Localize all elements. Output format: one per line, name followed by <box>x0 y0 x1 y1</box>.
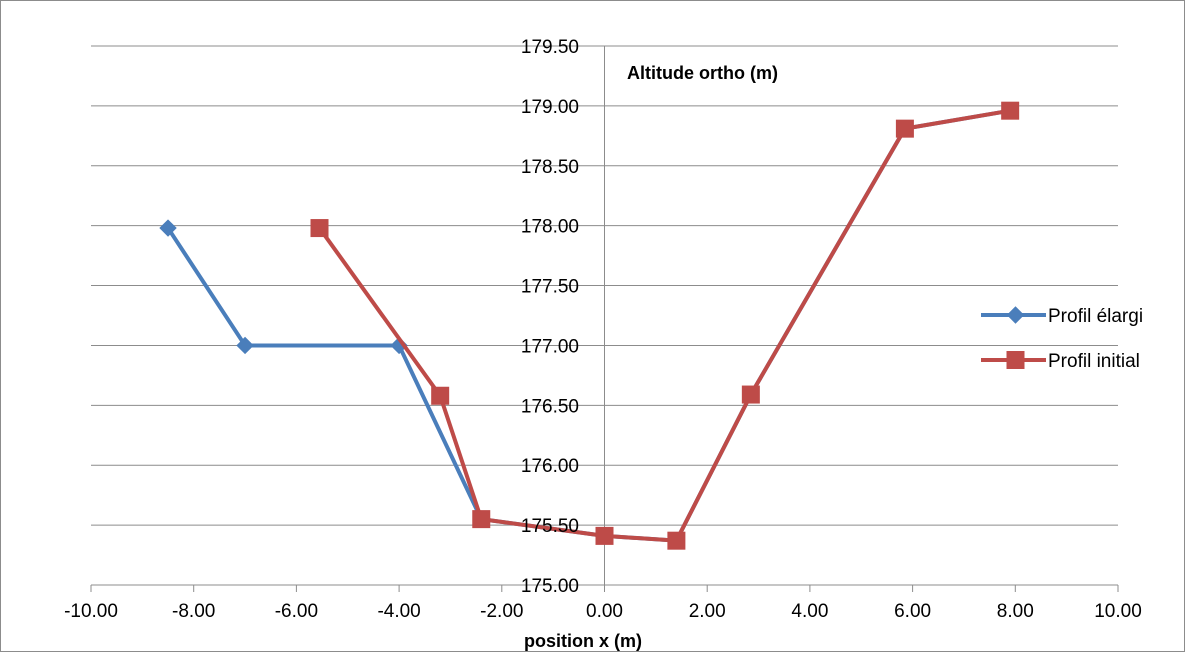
x-tick-label: -10.00 <box>64 601 118 622</box>
series-line <box>166 108 1011 543</box>
series <box>159 101 1020 550</box>
series-2 <box>310 101 1020 550</box>
y-tick-label: 179.00 <box>521 97 579 118</box>
series-1 <box>159 101 1019 550</box>
x-tick-label: -6.00 <box>275 601 318 622</box>
legend-marker <box>1006 351 1025 369</box>
y-tick-label: 175.50 <box>521 516 579 537</box>
y-tick-label: 178.00 <box>521 217 579 238</box>
x-tick-label: 0.00 <box>586 601 623 622</box>
series-line <box>317 108 1011 543</box>
x-tick-label: 8.00 <box>997 601 1034 622</box>
data-point <box>236 336 254 355</box>
legend-marker <box>1006 306 1025 324</box>
y-tick-label: 177.00 <box>521 336 579 357</box>
y-tick-label: 175.00 <box>521 576 579 597</box>
y-tick-label: 178.50 <box>521 157 579 178</box>
legend: Profil élargi Profil initial <box>981 306 1143 372</box>
x-axis-title: position x (m) <box>524 631 642 651</box>
y-axis-title: Altitude ortho (m) <box>627 63 778 83</box>
data-point <box>1001 101 1020 120</box>
data-point <box>741 385 760 404</box>
y-tick-label: 179.50 <box>521 37 579 58</box>
data-point <box>310 219 329 238</box>
x-tick-label: 4.00 <box>791 601 828 622</box>
legend-entry: Profil élargi <box>981 306 1143 327</box>
y-tick-label: 176.00 <box>521 456 579 477</box>
x-tick-label: -8.00 <box>172 601 215 622</box>
x-tick-label: 2.00 <box>689 601 726 622</box>
x-tick-label: 6.00 <box>894 601 931 622</box>
legend-label: Profil élargi <box>1048 306 1143 327</box>
legend-entry: Profil initial <box>981 351 1140 372</box>
y-tick-label: 176.50 <box>521 396 579 417</box>
data-point <box>159 219 177 237</box>
y-tick-label: 177.50 <box>521 277 579 298</box>
legend-label: Profil initial <box>1048 351 1140 372</box>
x-tick-label: 10.00 <box>1094 601 1142 622</box>
tick-labels: 175.00 175.50 176.00 176.50 177.00 177.50 178.… <box>64 37 1142 622</box>
data-point <box>667 531 686 550</box>
x-tick-label: -4.00 <box>377 601 420 622</box>
data-point <box>431 386 450 405</box>
data-point <box>895 119 914 138</box>
x-tick-label: -2.00 <box>480 601 523 622</box>
data-point <box>472 510 491 529</box>
axes <box>90 46 1119 592</box>
data-point <box>595 526 614 545</box>
